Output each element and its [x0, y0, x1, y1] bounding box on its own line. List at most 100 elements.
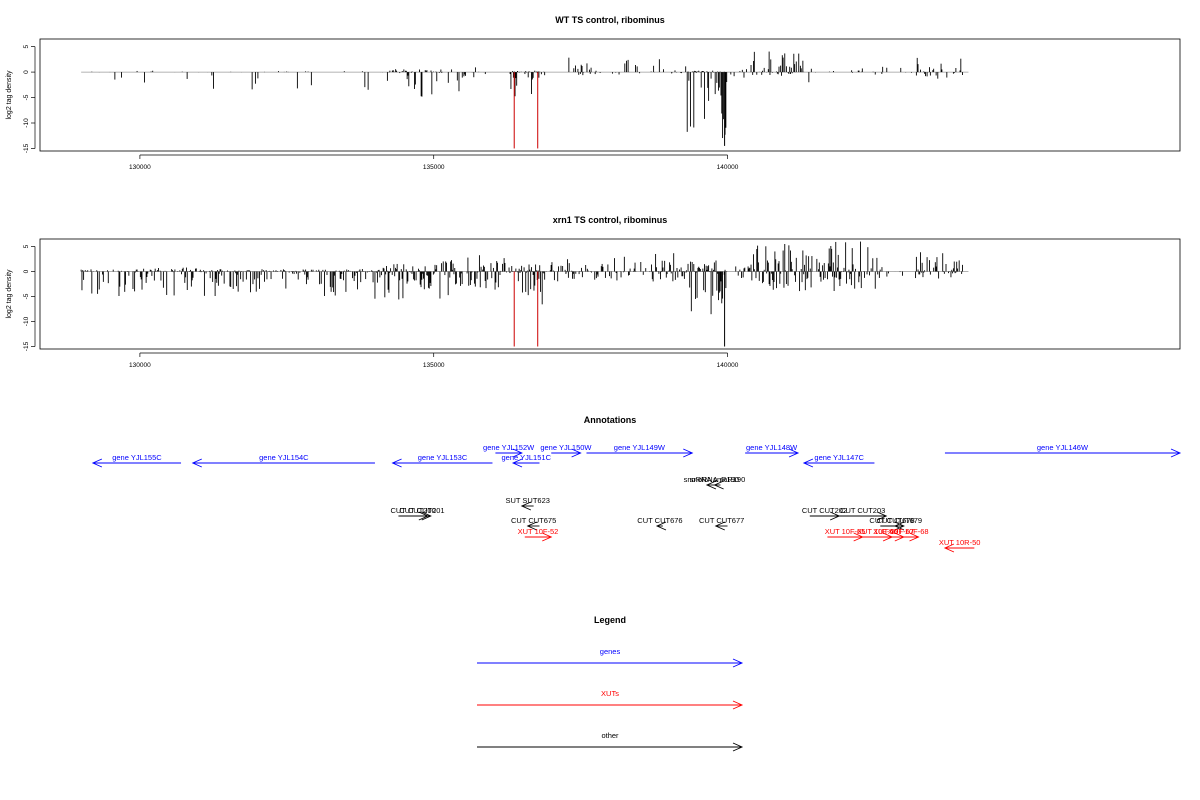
feature-other: CUT CUT675: [511, 516, 556, 531]
feature-label: gene YJL148W: [746, 443, 798, 452]
y-tick-label: -15: [23, 143, 30, 153]
x-tick-label: 130000: [129, 362, 151, 369]
legend-arrow-arrowhead: [732, 742, 744, 752]
feature-arrow-arrowhead: [877, 511, 888, 521]
feature-label: XUT 10F-68: [888, 527, 929, 536]
x-tick-label: 140000: [717, 362, 739, 369]
feature-label: XUT 10F-66: [857, 527, 898, 536]
y-tick-label: -10: [23, 316, 30, 326]
feature-label: CUT CUT203: [840, 506, 885, 515]
feature-arrow-arrowhead: [91, 458, 103, 468]
feature-other: CUT CUT679: [877, 516, 922, 531]
feature-gene: gene YJL149W: [586, 443, 694, 458]
feature-arrow-arrowhead: [802, 458, 814, 468]
feature-arrow-arrowhead: [909, 532, 920, 542]
feature-arrow-arrowhead: [788, 448, 800, 458]
legend-arrow-arrowhead: [732, 658, 744, 668]
legend-panel: Legend genes XUTs other: [477, 615, 744, 752]
feature-other: CUT CUT676: [637, 516, 683, 531]
feature-gene: gene YJL151C: [502, 453, 552, 468]
feature-label: CUT CUT675: [511, 516, 556, 525]
y-tick-label: 0: [23, 269, 30, 273]
axes: 5 0 -5 -10 -15 130000 135000 140000: [23, 244, 739, 369]
feature-arrow-arrowhead: [943, 543, 955, 553]
feature-label: CUT CUT679: [877, 516, 922, 525]
feature-label: gene YJL154C: [259, 453, 309, 462]
feature-label: XUT 10F-67: [873, 527, 914, 536]
feature-arrow-arrowhead: [571, 448, 582, 458]
feature-other: CUT CUT677: [699, 516, 744, 531]
legend-arrow-arrowhead: [732, 700, 744, 710]
feature-gene: gene YJL146W: [944, 443, 1182, 458]
x-tick-label: 135000: [423, 164, 445, 171]
feature-arrow-arrowhead: [520, 501, 532, 511]
feature-label: CUT CUT201: [399, 506, 444, 515]
feature-other: CUT CUT203: [839, 506, 888, 521]
plot-title: WT TS control, ribominus: [555, 15, 665, 25]
legend-label: other: [601, 731, 619, 740]
plot-frame: [39, 238, 1181, 350]
feature-arrow-arrowhead: [713, 480, 724, 490]
feature-other: SUT SUT623: [505, 496, 550, 511]
feature-other: snoRNA snR190: [690, 475, 745, 490]
plot-wt: WT TS control, ribominus 5 0 -5 -10 -15 13000…: [6, 15, 1181, 171]
legend-item-xut: XUTs: [477, 689, 744, 710]
feature-xut: XUT 10R-50: [939, 538, 981, 553]
x-tick-label: 140000: [717, 164, 739, 171]
plot-frame: [39, 38, 1181, 152]
y-tick-label: 5: [23, 44, 30, 48]
legend-item-gene: genes: [477, 647, 744, 668]
annotations-panel: Annotations gene YJL155C gene YJL154C gene…: [91, 415, 1182, 553]
annotations-title: Annotations: [584, 415, 637, 425]
density-bars: [80, 241, 969, 347]
feature-gene: gene YJL152W: [483, 443, 535, 458]
density-bars: [81, 51, 969, 149]
plot-title: xrn1 TS control, ribominus: [553, 215, 668, 225]
y-tick-label: -10: [23, 118, 30, 128]
feature-arrow-arrowhead: [512, 448, 523, 458]
y-tick-label: -5: [23, 293, 30, 299]
feature-arrow-arrowhead: [511, 458, 523, 468]
feature-label: XUT 10R-50: [939, 538, 981, 547]
x-tick-label: 130000: [129, 164, 151, 171]
feature-gene: gene YJL147C: [802, 453, 875, 468]
y-tick-label: -15: [23, 341, 30, 351]
feature-arrow-arrowhead: [526, 521, 537, 531]
y-axis-label: log2 tag density: [6, 70, 13, 120]
y-tick-label: 5: [23, 244, 30, 248]
feature-label: CUT CUT678: [869, 516, 914, 525]
feature-label: CUT CUT200: [390, 506, 435, 515]
feature-gene: gene YJL154C: [191, 453, 375, 468]
plot-xrn1: xrn1 TS control, ribominus 5 0 -5 -10 -15 130…: [6, 215, 1181, 369]
feature-tracks: gene YJL155C gene YJL154C gene YJL153C gene…: [91, 443, 1182, 553]
legend-label: genes: [600, 647, 621, 656]
axes: 5 0 -5 -10 -15 130000 135000 140000: [23, 44, 739, 171]
y-tick-label: -5: [23, 94, 30, 100]
feature-gene: gene YJL155C: [91, 453, 182, 468]
feature-arrow-arrowhead: [683, 448, 694, 458]
legend: genes XUTs other: [477, 647, 744, 752]
feature-gene: gene YJL148W: [745, 443, 800, 458]
feature-arrow-arrowhead: [714, 521, 725, 531]
feature-label: CUT CUT202: [802, 506, 847, 515]
y-axis-label: log2 tag density: [6, 269, 13, 319]
feature-arrow-arrowhead: [421, 511, 432, 521]
feature-label: gene YJL149W: [614, 443, 666, 452]
feature-label: XUT 10F-52: [518, 527, 559, 536]
feature-label: SUT SUT623: [505, 496, 549, 505]
feature-label: gene YJL152W: [483, 443, 535, 452]
feature-label: gene YJL146W: [1037, 443, 1089, 452]
feature-xut: XUT 10F-68: [888, 527, 929, 542]
feature-arrow-arrowhead: [655, 521, 667, 531]
feature-arrow-arrowhead: [1170, 448, 1182, 458]
feature-label: gene YJL153C: [418, 453, 468, 462]
feature-label: snoRNA snR190: [684, 475, 739, 484]
feature-gene: gene YJL153C: [391, 453, 493, 468]
feature-label: XUT 10F-65: [825, 527, 866, 536]
feature-label: snoRNA snR190: [690, 475, 745, 484]
feature-arrow-arrowhead: [391, 458, 402, 468]
feature-other: CUT CUT201: [399, 506, 445, 521]
x-tick-label: 135000: [423, 362, 445, 369]
feature-label: CUT CUT677: [699, 516, 744, 525]
feature-label: gene YJL150W: [540, 443, 592, 452]
